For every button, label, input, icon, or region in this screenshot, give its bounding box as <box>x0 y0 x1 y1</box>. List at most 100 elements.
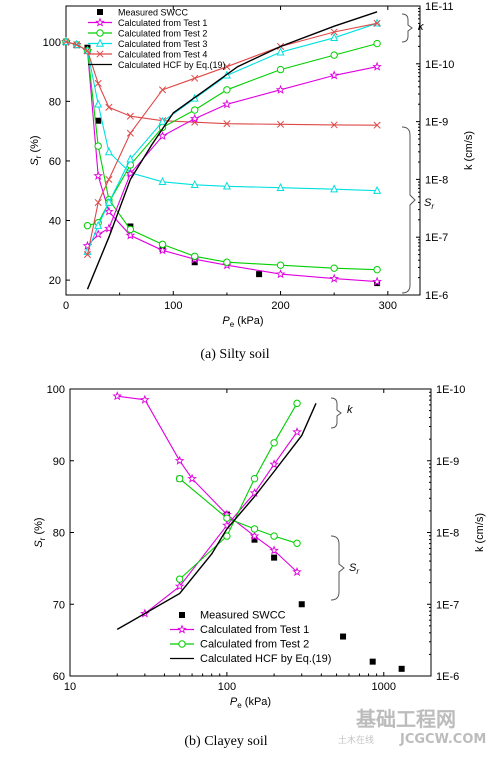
legend-calculated-from-test-2-marker <box>96 29 104 37</box>
calculated-from-test-3-k-point <box>330 32 339 41</box>
measured-swcc-swcc-point <box>251 536 258 543</box>
y-tick-label: 100 <box>47 384 65 396</box>
calculated-from-test-1-k-point <box>157 130 168 141</box>
calculated-from-test-3-swcc-point <box>158 176 167 185</box>
y-tick-label: 80 <box>49 96 61 108</box>
calculated-from-test-2-k-point <box>223 86 231 94</box>
calculated-hcf-by-eq-19-k-line <box>86 11 378 290</box>
calculated-from-test-3-swcc-point <box>276 182 285 191</box>
x-axis-label: Pe (kPa) <box>222 315 263 329</box>
calculated-from-test-1-k-point <box>189 113 200 123</box>
calculated-from-test-4-swcc-point <box>373 121 381 129</box>
y2-tick-label: 1E-8 <box>425 174 448 186</box>
k-annotation: k <box>347 404 353 416</box>
calculated-from-test-2-k-point <box>293 399 301 408</box>
y-tick-label: 100 <box>43 37 61 49</box>
calculated-from-test-1-swcc-point <box>249 531 260 541</box>
calculated-from-test-2-k-point <box>223 532 231 540</box>
calculated-from-test-1-swcc-point <box>187 473 197 483</box>
calculated-from-test-2-swcc-point <box>175 474 184 483</box>
calculated-from-test-4-k-line <box>86 22 378 255</box>
y2-tick-label: 1E-7 <box>436 599 459 611</box>
caption-b: (b) Clayey soil <box>184 734 267 749</box>
calculated-from-test-3-k-point <box>126 154 135 163</box>
y-tick-label: 80 <box>53 528 65 540</box>
x-tick-label: 300 <box>379 300 397 312</box>
calculated-from-test-2-swcc-point <box>158 240 167 249</box>
calculated-from-test-1-k-point <box>275 84 286 94</box>
calculated-from-test-3-swcc-point <box>94 99 103 108</box>
calculated-hcf-by-eq-19-k-line <box>116 403 317 631</box>
calculated-from-test-1-swcc-line <box>117 395 298 573</box>
sr-bracket <box>401 126 416 294</box>
calculated-from-test-4-k-point <box>126 129 134 137</box>
calculated-from-test-2-k-line <box>179 403 298 580</box>
calculated-from-test-2-swcc-point <box>373 265 381 274</box>
calculated-from-test-4-swcc-point <box>94 79 102 88</box>
k-annotation: k <box>418 21 424 33</box>
calculated-from-test-2-swcc-point <box>270 532 278 540</box>
calculated-from-test-4-swcc-point <box>330 121 338 129</box>
calculated-from-test-4-swcc-point <box>62 38 70 46</box>
calculated-from-test-3-k-point <box>158 116 167 125</box>
legend-calculated-from-test-1-marker <box>177 624 187 634</box>
y2-tick-label: 1E-8 <box>436 528 459 540</box>
calculated-from-test-3-k-point <box>276 47 285 56</box>
calculated-from-test-1-k-point <box>222 520 232 530</box>
calculated-from-test-3-swcc-point <box>222 181 231 190</box>
calculated-from-test-3-swcc-point <box>104 147 113 156</box>
chart-silty-soil: 0 100 200 300 20 40 60 80 100 1E-6 1E-7 1E-8 1E-9 1E-… <box>29 1 475 362</box>
y-tick-label: 20 <box>49 275 61 287</box>
watermark: 基础工程网 土木在线 JCGCW.COM <box>328 703 498 753</box>
legend-calculated-hcf-by-eq-19-label: Calculated HCF by Eq.(19) <box>118 60 226 70</box>
calculated-from-test-4-k-point <box>191 74 199 82</box>
calculated-from-test-2-k-point <box>175 575 184 583</box>
calculated-from-test-2-swcc-point <box>293 539 301 547</box>
x-tick-label: 200 <box>271 300 289 312</box>
legend-measured-swcc-label: Measured SWCC <box>118 8 189 18</box>
y2-tick-label: 1E-9 <box>436 456 459 468</box>
y-tick-label: 90 <box>53 456 65 468</box>
calculated-from-test-4-swcc-point <box>83 47 92 55</box>
legend-measured-swcc-label: Measured SWCC <box>200 610 286 622</box>
legend-calculated-from-test-2-label: Calculated from Test 2 <box>200 639 309 651</box>
measured-swcc-swcc-point <box>340 633 347 640</box>
calculated-from-test-4-swcc-point <box>126 112 134 120</box>
x-tick-label: 10 <box>64 681 76 693</box>
calculated-from-test-1-k-point <box>292 426 302 437</box>
legend-calculated-from-test-4-marker <box>96 50 104 58</box>
calculated-from-test-4-swcc-point <box>276 120 285 128</box>
calculated-from-test-4-swcc-point <box>223 120 231 128</box>
calculated-from-test-1-k-point <box>104 223 114 233</box>
calculated-from-test-4-k-point <box>83 250 92 259</box>
calculated-from-test-3-swcc-point <box>190 179 199 188</box>
sr-annotation: Sr <box>349 562 359 576</box>
sr-annotation: Sr <box>424 197 434 211</box>
x-tick-label: 0 <box>63 300 69 312</box>
measured-swcc-swcc-point <box>398 665 405 672</box>
calculated-from-test-1-swcc-point <box>174 455 185 465</box>
calculated-from-test-1-k-point <box>249 487 260 498</box>
calculated-from-test-4-k-point <box>105 175 113 183</box>
calculated-from-test-4-k-point <box>158 86 167 94</box>
measured-swcc-swcc-point <box>369 658 376 665</box>
calculated-from-test-1-k-point <box>222 99 232 109</box>
legend-calculated-from-test-4-label: Calculated from Test 4 <box>118 50 207 60</box>
annotations: k Sr <box>401 13 434 294</box>
calculated-from-test-1-k-line <box>87 66 378 247</box>
calculated-from-test-1-swcc-point <box>140 394 150 404</box>
calculated-from-test-2-k-point <box>250 474 259 483</box>
legend-calculated-from-test-1-marker <box>95 17 105 27</box>
calculated-from-test-2-swcc-point <box>223 258 231 266</box>
calculated-from-test-4-swcc-line <box>65 41 378 126</box>
calculated-from-test-1-k-point <box>329 70 340 80</box>
calculated-from-test-2-swcc-point <box>191 252 199 260</box>
measured-swcc-swcc-point <box>271 554 278 561</box>
y-tick-label: 60 <box>53 671 65 683</box>
calculated-from-test-3-k-point <box>94 220 103 229</box>
y2-axis-label: k (cm/s) <box>474 513 486 552</box>
x-tick-label: 100 <box>164 300 182 312</box>
calculated-from-test-3-k-point <box>104 197 113 206</box>
legend-measured-swcc-marker <box>179 612 185 618</box>
calculated-from-test-1-swcc-point <box>269 545 279 555</box>
